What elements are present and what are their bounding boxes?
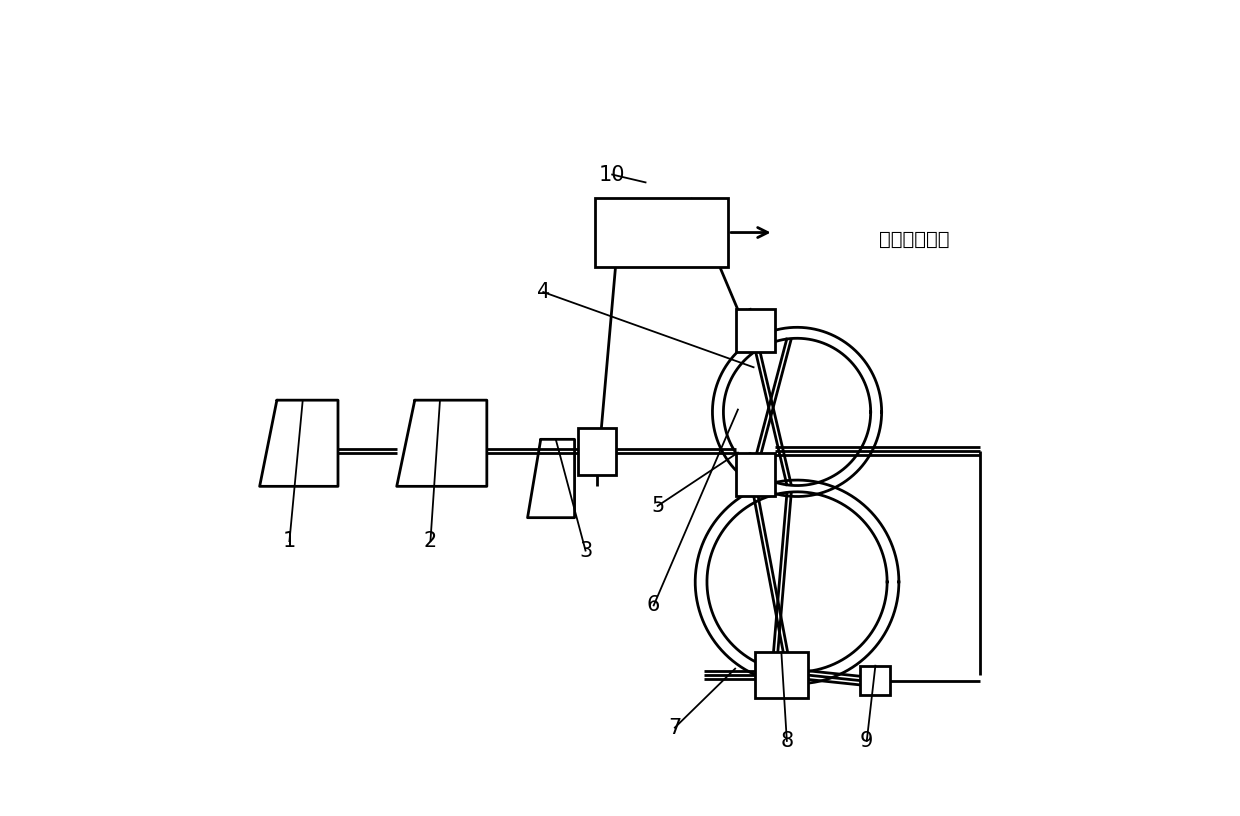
Text: 4: 4 — [537, 282, 549, 302]
Text: 陀螺输出信号: 陀螺输出信号 — [878, 230, 949, 249]
Text: 1: 1 — [283, 531, 296, 551]
Bar — [755, 653, 808, 698]
Text: 3: 3 — [579, 540, 593, 561]
Text: 5: 5 — [651, 496, 665, 516]
Text: 9: 9 — [861, 731, 873, 751]
Text: 7: 7 — [668, 717, 682, 738]
Bar — [861, 666, 890, 695]
Text: 10: 10 — [599, 165, 625, 184]
Text: 6: 6 — [647, 596, 661, 615]
Bar — [579, 428, 616, 475]
Bar — [735, 308, 775, 352]
Text: 2: 2 — [424, 531, 436, 551]
Bar — [595, 198, 728, 267]
Bar — [735, 453, 775, 496]
Text: 8: 8 — [780, 731, 794, 751]
